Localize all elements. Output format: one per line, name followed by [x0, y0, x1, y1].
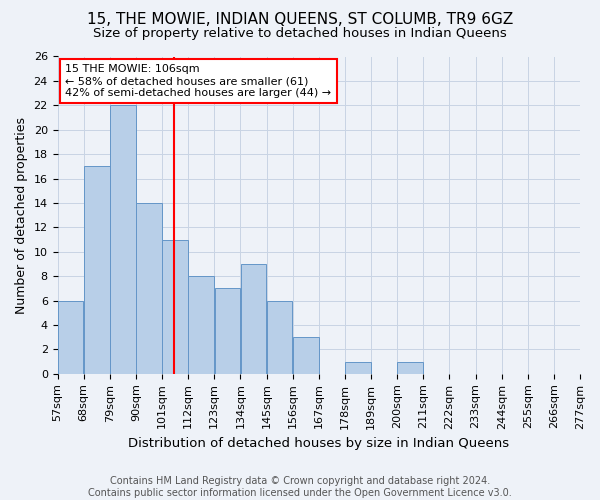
Bar [58, 300, 83, 374]
Bar [345, 362, 371, 374]
Bar [267, 300, 292, 374]
Bar [241, 264, 266, 374]
Bar [136, 203, 162, 374]
Bar [215, 288, 240, 374]
Bar [110, 106, 136, 374]
Bar [188, 276, 214, 374]
Bar [397, 362, 423, 374]
Text: Size of property relative to detached houses in Indian Queens: Size of property relative to detached ho… [93, 28, 507, 40]
Bar [162, 240, 188, 374]
Y-axis label: Number of detached properties: Number of detached properties [15, 116, 28, 314]
Text: Contains HM Land Registry data © Crown copyright and database right 2024.
Contai: Contains HM Land Registry data © Crown c… [88, 476, 512, 498]
Bar [84, 166, 110, 374]
X-axis label: Distribution of detached houses by size in Indian Queens: Distribution of detached houses by size … [128, 437, 509, 450]
Text: 15, THE MOWIE, INDIAN QUEENS, ST COLUMB, TR9 6GZ: 15, THE MOWIE, INDIAN QUEENS, ST COLUMB,… [87, 12, 513, 28]
Bar [293, 337, 319, 374]
Text: 15 THE MOWIE: 106sqm
← 58% of detached houses are smaller (61)
42% of semi-detac: 15 THE MOWIE: 106sqm ← 58% of detached h… [65, 64, 331, 98]
